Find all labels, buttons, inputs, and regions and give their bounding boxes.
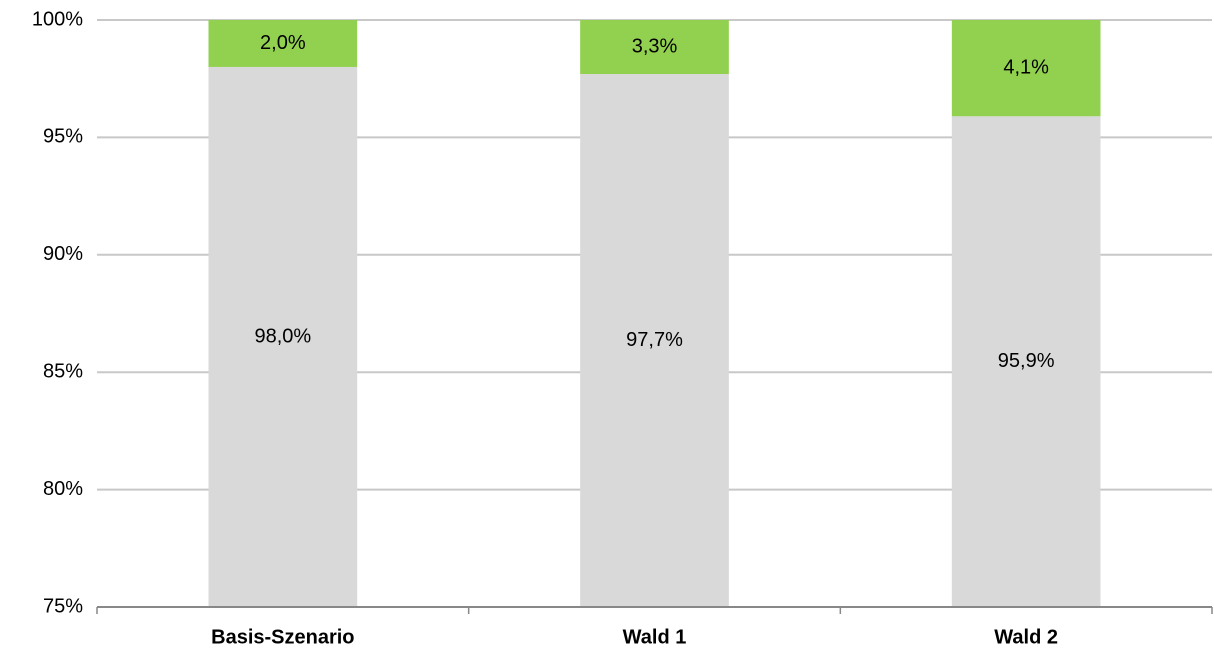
data-label: 98,0% <box>254 325 311 347</box>
bar-segment <box>951 116 1101 607</box>
bar-segment <box>951 20 1101 117</box>
y-tick-label: 100% <box>32 8 83 30</box>
plot-area <box>208 20 1101 607</box>
y-tick-label: 95% <box>43 126 83 148</box>
bar-segment <box>208 20 358 67</box>
data-label: 97,7% <box>626 329 683 351</box>
y-tick-label: 85% <box>43 360 83 382</box>
x-tick-label: Wald 1 <box>623 626 687 648</box>
bar-segment <box>580 20 729 75</box>
bar-segment <box>580 74 729 607</box>
x-tick-label: Wald 2 <box>994 626 1058 648</box>
y-tick-label: 75% <box>43 595 83 617</box>
y-tick-label: 90% <box>43 243 83 265</box>
data-label: 3,3% <box>632 35 678 57</box>
data-label: 95,9% <box>998 350 1055 372</box>
y-tick-label: 80% <box>43 478 83 500</box>
x-tick-label: Basis-Szenario <box>211 626 354 648</box>
data-label: 4,1% <box>1003 56 1049 78</box>
bar-segment <box>208 66 358 607</box>
data-label: 2,0% <box>260 32 306 54</box>
